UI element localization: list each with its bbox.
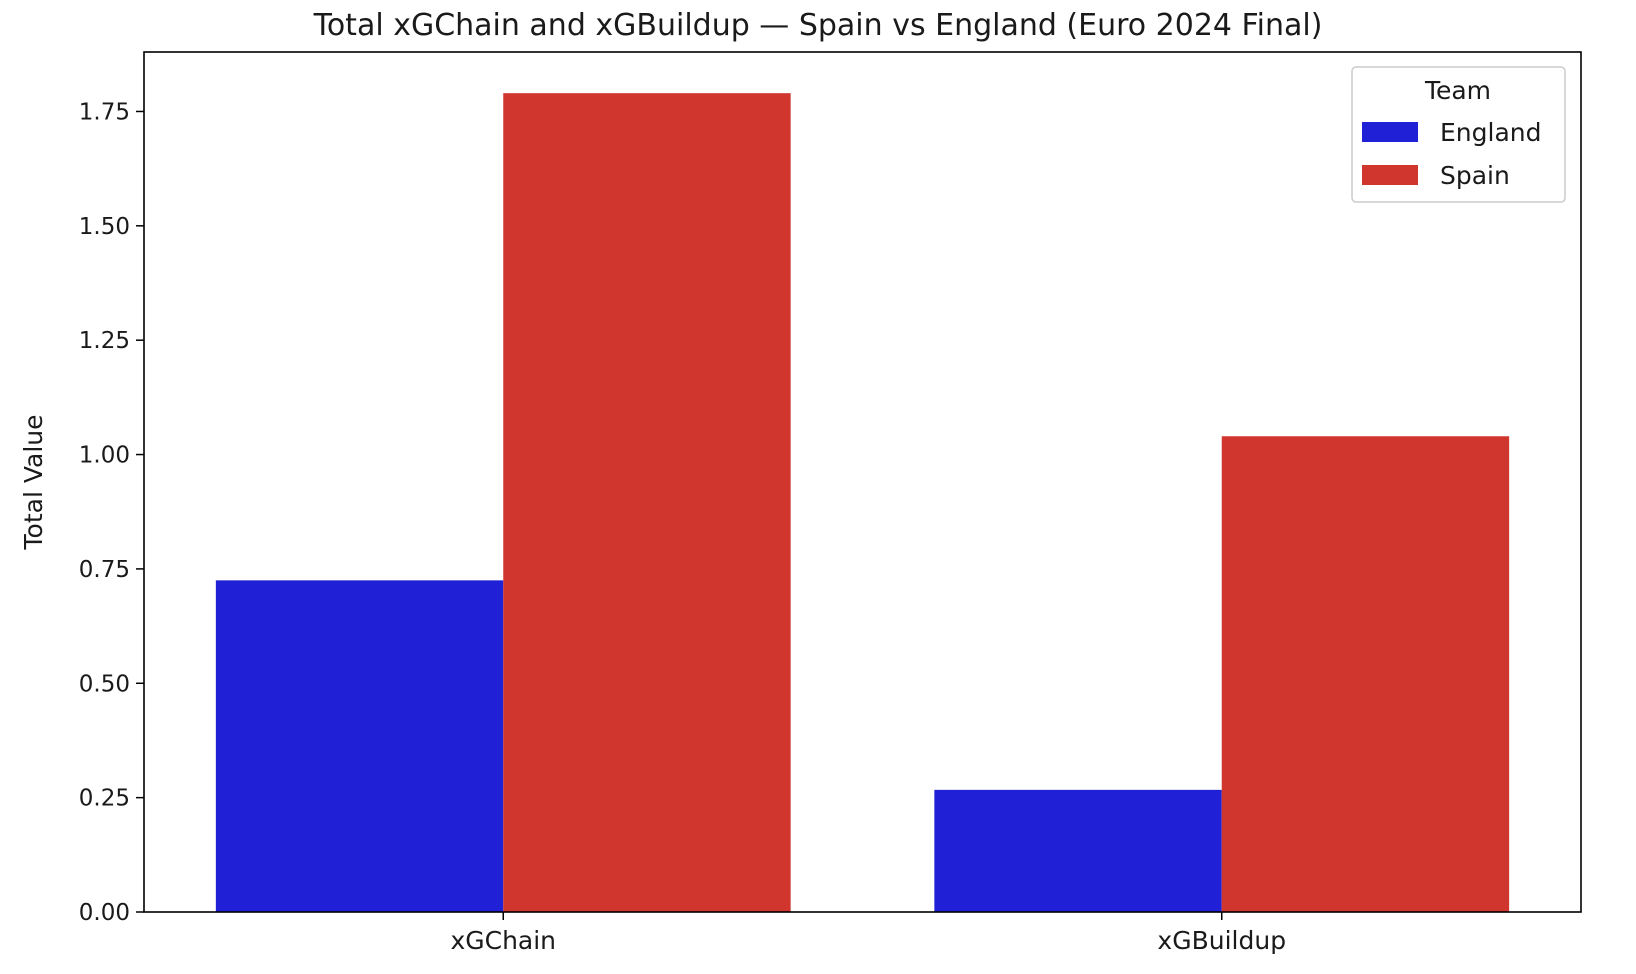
bar-england-xgbuildup (934, 789, 1222, 912)
legend-swatch-spain (1362, 165, 1418, 185)
chart-title: Total xGChain and xGBuildup — Spain vs E… (313, 8, 1323, 43)
bar-spain-xgchain (503, 93, 791, 912)
x-tick-label: xGChain (450, 926, 556, 955)
plot-frame (143, 51, 1582, 913)
legend-label-spain: Spain (1440, 161, 1510, 190)
y-tick-label: 0.75 (79, 557, 130, 583)
x-tick-label: xGBuildup (1157, 926, 1286, 955)
legend: Team England Spain (1351, 66, 1566, 203)
legend-items: England Spain (1362, 118, 1542, 190)
x-axis-ticks: xGChain xGBuildup (450, 912, 1286, 955)
bar-england-xgchain (215, 580, 504, 912)
y-axis-label: Total Value (19, 415, 48, 551)
y-tick-label: 0.25 (79, 786, 130, 812)
legend-title: Team (1424, 76, 1491, 105)
bar-spain-xgbuildup (1221, 436, 1510, 912)
y-tick-label: 1.00 (79, 443, 130, 469)
y-tick-label: 1.75 (79, 99, 130, 125)
y-tick-label: 1.25 (79, 328, 130, 354)
legend-label-england: England (1440, 118, 1542, 147)
plot-area (215, 93, 1510, 912)
y-tick-label: 0.00 (79, 900, 130, 926)
y-tick-label: 1.50 (79, 214, 130, 240)
y-axis-ticks: 0.00 0.25 0.50 0.75 1.00 1.25 1.50 1.75 (79, 99, 144, 926)
legend-swatch-england (1362, 122, 1418, 142)
y-tick-label: 0.50 (79, 671, 130, 697)
